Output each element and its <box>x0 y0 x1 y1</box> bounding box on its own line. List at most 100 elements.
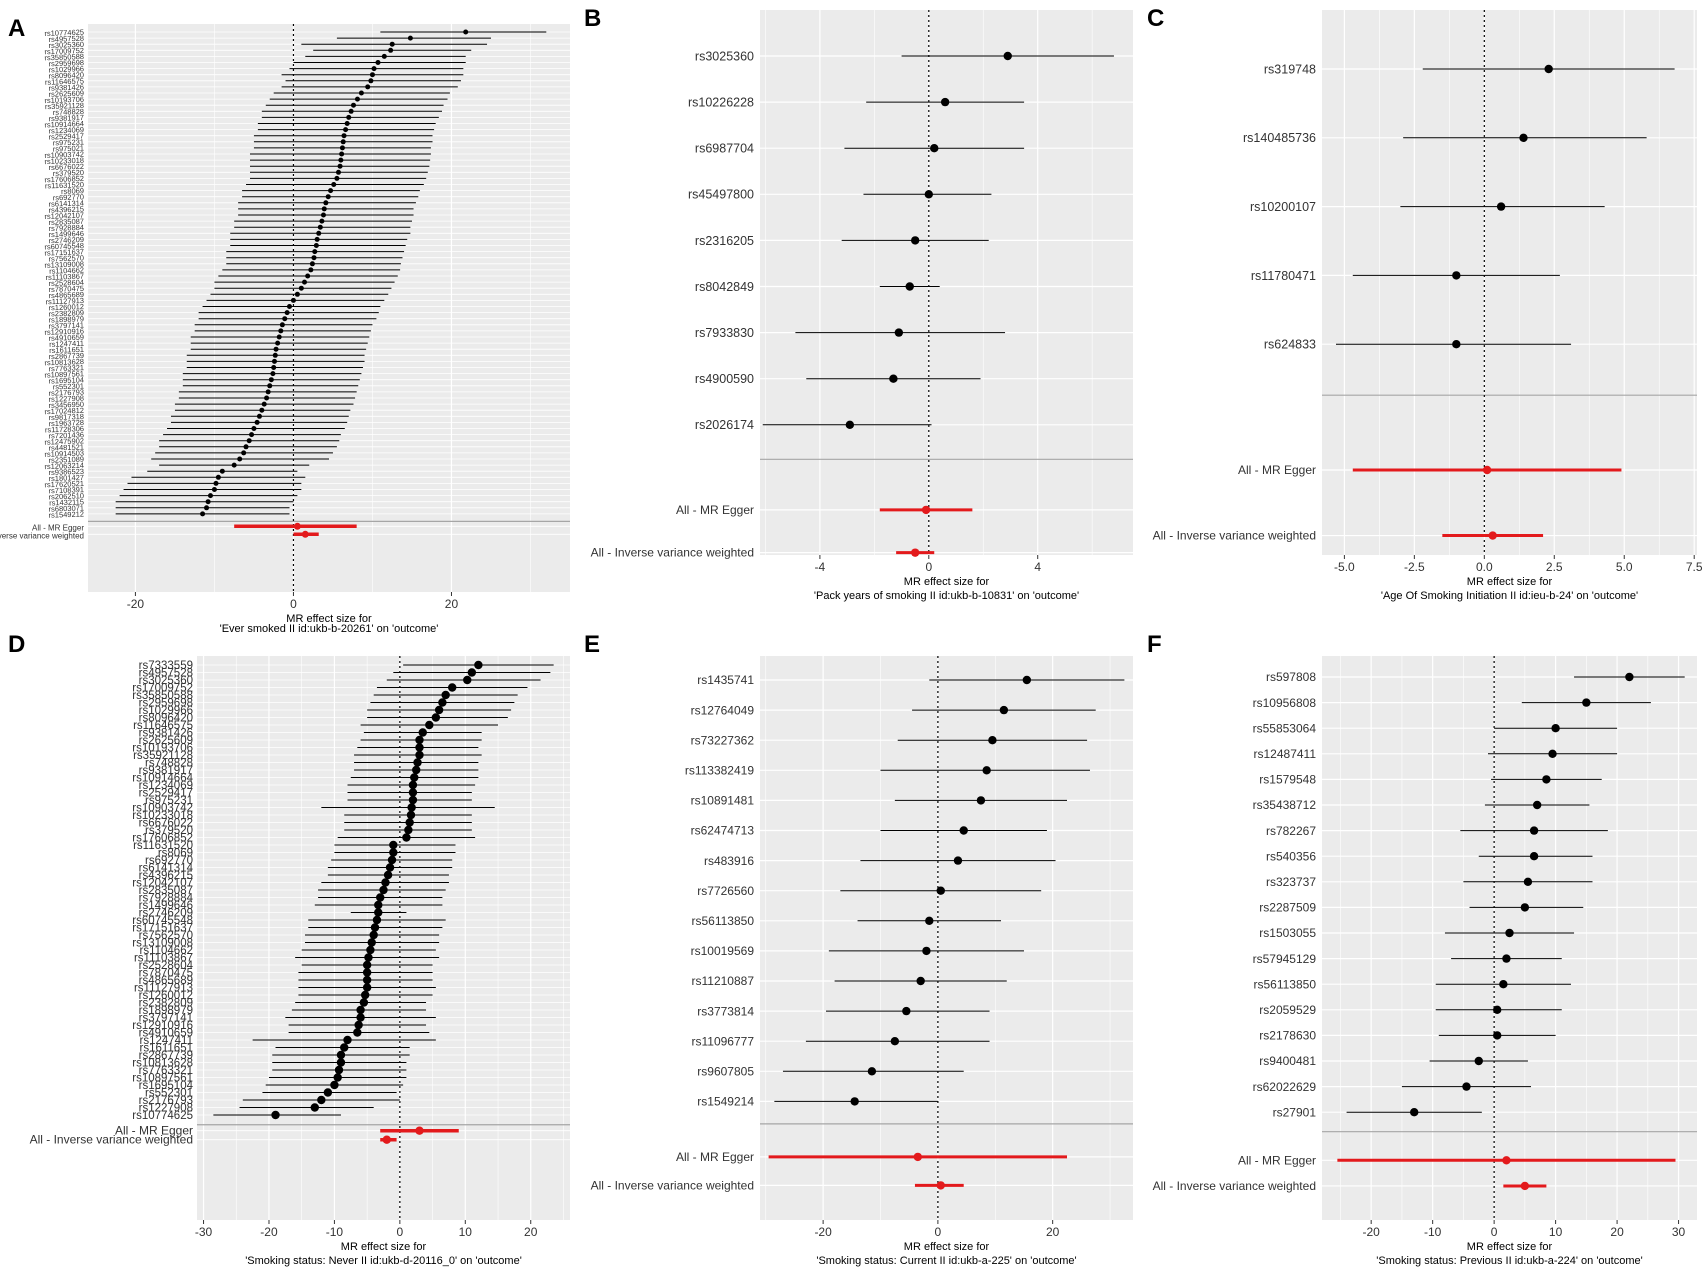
snp-label-rs7333559: rs7333559 <box>139 660 193 672</box>
snp-label-rs7562570: rs7562570 <box>139 930 193 942</box>
summary-point-0 <box>913 1152 923 1162</box>
snp-point-rs10956808 <box>1582 698 1591 707</box>
snp-label-rs4865689: rs4865689 <box>48 290 84 300</box>
snp-label-rs1898979: rs1898979 <box>139 1005 193 1017</box>
snp-label-rs2746209: rs2746209 <box>139 908 193 920</box>
snp-point-rs12910916 <box>278 328 284 334</box>
snp-label-rs17606852: rs17606852 <box>44 174 84 184</box>
snp-label-rs11631520: rs11631520 <box>133 840 193 852</box>
snp-point-rs782267 <box>1529 826 1539 835</box>
snp-label-rs6987704: rs6987704 <box>695 142 754 156</box>
snp-label-rs11646575: rs11646575 <box>133 720 193 732</box>
snp-label-rs8042849: rs8042849 <box>695 280 754 294</box>
snp-label-rs2959698: rs2959698 <box>48 58 84 68</box>
x-tick-label: -10 <box>1424 1225 1442 1239</box>
snp-point-rs1499646 <box>374 900 383 910</box>
snp-label-rs10774625: rs10774625 <box>132 1110 193 1122</box>
snp-point-rs1234069 <box>408 780 418 790</box>
snp-label-rs3025360: rs3025360 <box>139 675 193 687</box>
snp-point-rs12042107 <box>320 212 326 218</box>
snp-label-rs27901: rs27901 <box>1273 1105 1317 1119</box>
snp-label-rs1579548: rs1579548 <box>1259 773 1316 787</box>
snp-point-rs4957528 <box>407 35 413 41</box>
snp-label-rs10914664: rs10914664 <box>132 773 193 785</box>
snp-label-rs748828: rs748828 <box>53 107 85 117</box>
snp-label-rs1029966: rs1029966 <box>48 64 84 74</box>
snp-point-rs17024812 <box>259 407 265 413</box>
snp-label-rs1499646: rs1499646 <box>139 900 193 912</box>
snp-label-rs1234069: rs1234069 <box>139 780 193 792</box>
snp-label-rs9607805: rs9607805 <box>697 1065 754 1079</box>
snp-point-rs1227908 <box>310 1103 319 1112</box>
snp-label-rs13109008: rs13109008 <box>132 938 193 950</box>
snp-label-rs597808: rs597808 <box>1266 670 1316 684</box>
snp-point-rs552301 <box>323 1088 333 1097</box>
x-tick-label: 20 <box>445 597 459 611</box>
snp-label-rs2062510: rs2062510 <box>48 491 84 501</box>
snp-point-rs3773814 <box>902 1006 911 1016</box>
snp-label-rs3025360: rs3025360 <box>695 49 754 63</box>
snp-point-rs1801427 <box>215 474 221 480</box>
snp-label-rs10233018: rs10233018 <box>44 156 84 166</box>
snp-label-rs3797141: rs3797141 <box>139 1013 193 1025</box>
snp-label-rs1260012: rs1260012 <box>139 990 193 1002</box>
snp-point-rs4957528 <box>467 668 477 677</box>
snp-label-rs11631520: rs11631520 <box>45 180 84 190</box>
snp-label-rs11127913: rs11127913 <box>134 983 193 995</box>
snp-label-rs7933830: rs7933830 <box>695 326 754 340</box>
snp-label-rs2529417: rs2529417 <box>48 131 84 141</box>
snp-label-rs1104662: rs1104662 <box>49 266 84 276</box>
x-tick-label: 0 <box>925 560 932 574</box>
snp-point-rs140485736 <box>1519 133 1528 142</box>
snp-label-rs2528604: rs2528604 <box>48 278 84 288</box>
snp-label-rs4865689: rs4865689 <box>139 975 193 987</box>
snp-label-rs6803071: rs6803071 <box>48 503 84 513</box>
snp-point-rs1611651 <box>273 346 279 352</box>
summary-label-0: All - MR Egger <box>676 1150 754 1164</box>
snp-label-rs8096420: rs8096420 <box>48 70 84 80</box>
summary-point-0 <box>293 522 301 530</box>
snp-point-rs73227362 <box>988 736 997 745</box>
snp-point-rs10813628 <box>336 1058 346 1067</box>
snp-label-rs35921128: rs35921128 <box>133 750 193 762</box>
snp-point-rs7201436 <box>249 432 255 438</box>
snp-point-rs56113850 <box>1499 980 1508 989</box>
snp-label-rs2351089: rs2351089 <box>48 455 84 465</box>
snp-point-rs17606852 <box>402 833 411 842</box>
snp-point-rs7108391 <box>211 487 217 492</box>
snp-point-rs9381917 <box>346 114 352 120</box>
snp-label-rs1898979: rs1898979 <box>48 314 84 324</box>
x-tick-label: 20 <box>1610 1225 1624 1239</box>
snp-label-rs10200107: rs10200107 <box>1250 200 1316 214</box>
snp-label-rs10903742: rs10903742 <box>132 803 193 815</box>
snp-label-rs10813628: rs10813628 <box>44 357 84 367</box>
snp-point-rs692770 <box>325 194 331 200</box>
snp-point-rs113382419 <box>982 766 991 775</box>
snp-label-rs319748: rs319748 <box>1264 62 1316 76</box>
snp-point-rs10774625 <box>463 29 469 35</box>
snp-label-rs12487411: rs12487411 <box>1254 747 1317 761</box>
snp-label-rs1611651: rs1611651 <box>140 1043 194 1055</box>
snp-label-rs323737: rs323737 <box>1266 875 1316 889</box>
summary-label-1: All - Inverse variance weighted <box>30 1133 193 1147</box>
panel-letter-f: F <box>1147 631 1162 658</box>
snp-point-rs9381426 <box>418 728 427 737</box>
snp-label-rs140485736: rs140485736 <box>1243 131 1316 145</box>
summary-label-0: All - MR Egger <box>1238 463 1316 477</box>
snp-label-rs379520: rs379520 <box>145 825 193 837</box>
snp-point-rs2746209 <box>314 236 320 242</box>
snp-label-rs10233018: rs10233018 <box>132 810 193 822</box>
x-tick-label: -5.0 <box>1334 560 1355 574</box>
snp-label-rs2528604: rs2528604 <box>139 960 194 972</box>
summary-label-1: All - Inverse variance weighted <box>1153 1179 1316 1193</box>
x-tick-label: -2.5 <box>1404 560 1425 574</box>
snp-label-rs9817318: rs9817318 <box>48 412 84 422</box>
snp-label-rs4957528: rs4957528 <box>139 668 193 680</box>
x-tick-label: 7.5 <box>1686 560 1703 574</box>
snp-label-rs6141314: rs6141314 <box>139 863 194 875</box>
x-tick-label: -4 <box>815 560 826 574</box>
snp-point-rs7333559 <box>474 660 483 670</box>
x-tick-label: -20 <box>127 597 145 611</box>
snp-point-rs35921128 <box>415 750 424 760</box>
x-axis-label-line2: 'Ever smoked II id:ukb-b-20261' on 'outc… <box>220 623 439 635</box>
